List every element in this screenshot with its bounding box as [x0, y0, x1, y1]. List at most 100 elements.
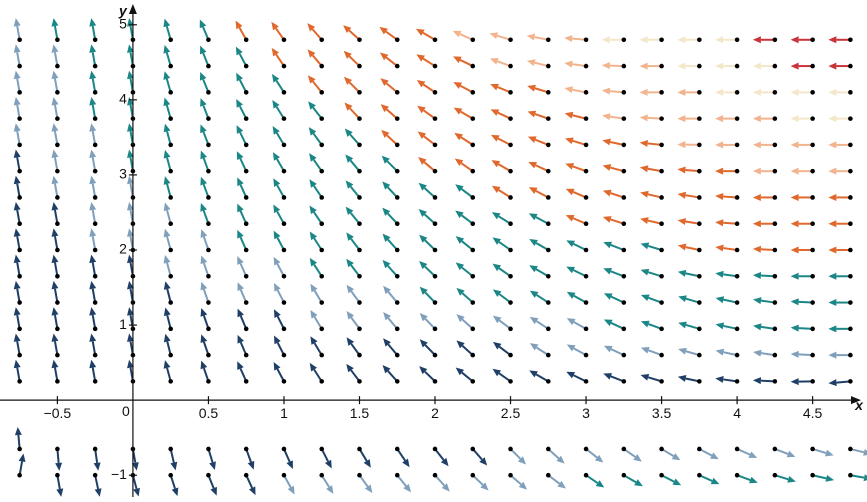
grid-point	[735, 379, 740, 384]
arrow	[602, 113, 626, 121]
arrow-head	[52, 333, 59, 341]
grid-point	[508, 473, 513, 478]
grid-point	[319, 248, 324, 253]
grid-point	[395, 248, 400, 253]
grid-point	[206, 447, 211, 452]
arrow-head	[564, 35, 572, 42]
arrow	[381, 104, 400, 121]
grid-point	[735, 221, 740, 226]
arrow-head	[55, 463, 62, 471]
arrow	[200, 150, 210, 173]
arrow	[52, 71, 60, 95]
arrow-head	[164, 229, 171, 238]
grid-point	[546, 274, 551, 279]
arrow	[715, 193, 739, 200]
arrow	[678, 270, 702, 279]
arrow	[52, 176, 60, 200]
arrow	[200, 98, 211, 121]
arrow-head	[828, 273, 836, 280]
arrow	[201, 229, 211, 252]
arrow-head	[133, 488, 140, 497]
grid-point	[168, 195, 173, 200]
x-tick-label: 1.5	[350, 405, 370, 421]
arrow-head	[52, 18, 59, 26]
arrow-head	[753, 272, 761, 279]
arrow	[379, 27, 399, 42]
grid-point	[282, 221, 287, 226]
grid-point	[848, 447, 853, 452]
arrow	[14, 255, 22, 279]
arrow-head	[715, 376, 723, 383]
grid-point	[622, 169, 627, 174]
grid-point	[55, 37, 60, 42]
grid-point	[433, 37, 438, 42]
grid-point	[659, 379, 664, 384]
grid-point	[93, 37, 98, 42]
grid-point	[206, 248, 211, 253]
grid-point	[773, 195, 778, 200]
grid-point	[735, 143, 740, 148]
arrow	[417, 80, 438, 95]
arrow-head	[787, 476, 796, 483]
grid-point	[17, 90, 22, 95]
arrow-head	[716, 322, 725, 329]
arrow	[164, 124, 173, 148]
grid-point	[55, 195, 60, 200]
arrow	[52, 360, 60, 384]
grid-point	[206, 379, 211, 384]
arrow	[791, 63, 815, 70]
arrow	[715, 63, 739, 70]
arrow	[697, 447, 719, 460]
grid-point	[55, 274, 60, 279]
arrow	[565, 163, 588, 173]
arrow	[93, 473, 102, 497]
arrow	[309, 205, 324, 226]
grid-point	[319, 37, 324, 42]
arrow-head	[791, 36, 799, 43]
arrow	[659, 473, 681, 485]
arrow	[380, 78, 399, 94]
arrow-head	[603, 216, 612, 223]
arrow	[383, 312, 399, 331]
grid-point	[206, 169, 211, 174]
arrow	[164, 150, 173, 174]
arrow-head	[14, 71, 21, 79]
arrow	[383, 260, 400, 279]
arrow	[344, 103, 361, 121]
arrow	[490, 84, 513, 95]
arrow	[382, 156, 400, 174]
arrow-head	[678, 192, 686, 199]
arrow	[309, 153, 324, 173]
arrow-head	[14, 150, 21, 158]
arrow-head	[825, 450, 834, 457]
x-tick-label: 4.5	[803, 405, 823, 421]
arrow	[493, 316, 513, 332]
arrow-head	[14, 44, 21, 52]
arrow-head	[677, 115, 685, 122]
arrow-head	[640, 63, 648, 70]
arrow	[274, 309, 286, 331]
grid-point	[810, 169, 815, 174]
arrow-head	[640, 89, 648, 96]
grid-point	[848, 379, 853, 384]
grid-point	[508, 447, 513, 452]
arrow-head	[828, 168, 836, 175]
arrow-head	[52, 281, 59, 289]
grid-point	[55, 473, 60, 478]
arrow-head	[641, 243, 650, 250]
grid-point	[55, 169, 60, 174]
arrow-head	[633, 454, 642, 461]
arrow-head	[603, 242, 612, 249]
arrow-head	[493, 237, 502, 244]
grid-point	[773, 116, 778, 121]
grid-point	[508, 90, 513, 95]
arrow	[344, 77, 362, 95]
arrow-head	[309, 179, 316, 188]
grid-point	[735, 473, 740, 478]
grid-point	[546, 90, 551, 95]
arrow-head	[602, 88, 610, 95]
arrow	[753, 323, 777, 331]
arrow	[715, 245, 739, 253]
grid-point	[659, 274, 664, 279]
arrow	[622, 447, 642, 462]
